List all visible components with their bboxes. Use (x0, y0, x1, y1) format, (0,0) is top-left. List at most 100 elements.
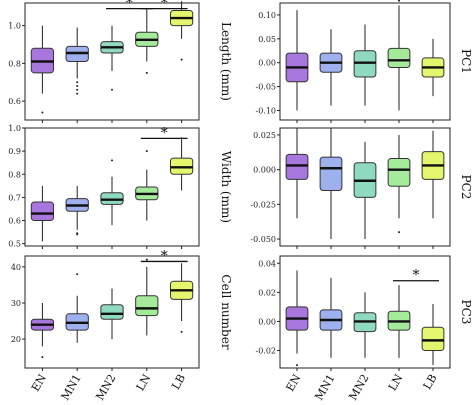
outlier-point (180, 330, 183, 333)
y-axis-label: Width (mm) (219, 151, 233, 223)
y-axis-ticks: 0.5 0.6 0.7 0.8 0.9 1.0 (8, 124, 25, 249)
y-tick-label: -0.050 (250, 235, 276, 244)
outlier-point (41, 111, 44, 114)
box-MN2 (353, 24, 377, 106)
y-tick-label: 40 (11, 263, 21, 272)
box-MN2 (100, 288, 124, 340)
y-tick-label: 0.6 (8, 97, 21, 106)
y-axis-ticks: 0.10 0.05 0.00 -0.05 -0.10 (255, 11, 280, 115)
box-LB (421, 38, 445, 97)
box-MN2 (353, 292, 377, 358)
outlier-point (398, 0, 400, 2)
panel-4: 0.10 0.05 0.00 -0.05 -0.10 PC1 (255, 0, 473, 123)
box-LB (169, 1, 194, 61)
significance-marker: * (393, 268, 439, 284)
y-tick-label: 0.000 (253, 166, 276, 175)
outlier-point (111, 88, 113, 91)
y-axis-ticks: 0.025 0.000 -0.025 -0.050 (250, 131, 280, 244)
significance-marker: * (106, 0, 153, 12)
box-EN (285, 128, 309, 219)
panel-6: 0.04 0.02 0.00 -0.02 * PC3 (255, 255, 473, 371)
significance-marker: * (140, 125, 188, 141)
y-axis-label: PC1 (459, 49, 473, 74)
outlier-point (76, 88, 79, 91)
box-LB (169, 263, 194, 333)
x-label-LN: LN (134, 372, 154, 393)
x-label-MN1: MN1 (59, 372, 84, 403)
box-body (387, 158, 411, 187)
y-tick-label: 0.025 (253, 131, 276, 140)
x-label-EN: EN (284, 372, 304, 394)
y-tick-label: 0.8 (8, 59, 21, 68)
outlier-point (76, 85, 79, 88)
outlier-point (145, 71, 148, 74)
y-tick-label: 0.04 (258, 259, 276, 268)
panel-3: 20 30 40 * Cell number (11, 248, 233, 371)
box-MN1 (65, 185, 89, 236)
significance-star: * (161, 0, 168, 12)
box-body (135, 295, 159, 317)
y-axis-label: PC2 (459, 175, 473, 200)
box-LN (387, 285, 411, 358)
box-LB (421, 130, 445, 219)
x-label-MN2: MN2 (93, 372, 118, 403)
box-LN (135, 8, 159, 74)
box-LN (387, 134, 411, 234)
x-label-EN: EN (29, 372, 49, 394)
x-label-MN1: MN1 (312, 372, 337, 403)
box-MN2 (100, 159, 124, 226)
y-axis-ticks: 20 30 40 (11, 263, 25, 344)
box-MN2 (353, 141, 377, 240)
x-axis-labels-left: EN MN1 MN2 LN LB (29, 372, 188, 403)
panel-1: 0.6 0.8 1.0 * * Length (mm) (8, 0, 233, 123)
y-tick-label: 20 (11, 335, 21, 344)
outlier-point (76, 81, 79, 84)
box-MN2 (100, 25, 124, 91)
box-MN1 (65, 273, 89, 343)
significance-star: * (161, 125, 168, 141)
significance-marker: * (140, 248, 188, 264)
box-LB (169, 137, 194, 191)
box-body (421, 326, 445, 352)
box-MN1 (65, 27, 89, 95)
y-tick-label: 0.05 (258, 35, 276, 44)
box-EN (30, 25, 55, 114)
y-tick-label: 0.7 (8, 193, 21, 202)
y-tick-label: 0.6 (8, 217, 21, 226)
x-axis-labels-right: EN MN1 MN2 LN LB (284, 372, 440, 403)
y-tick-label: 0.10 (258, 11, 276, 20)
box-EN (285, 270, 309, 367)
outlier-point (76, 233, 79, 236)
y-axis-label: Length (mm) (219, 22, 233, 101)
outlier-point (398, 231, 400, 234)
box-body (319, 156, 343, 191)
outlier-point (296, 364, 298, 367)
significance-star: * (413, 268, 420, 284)
significance-star: * (161, 248, 168, 264)
box-EN (30, 185, 55, 242)
significance-star: * (126, 0, 133, 12)
outlier-point (111, 159, 113, 162)
y-tick-label: 1.0 (8, 22, 21, 31)
outlier-point (145, 258, 148, 261)
box-LN (135, 258, 159, 336)
y-tick-label: 0.00 (258, 59, 276, 68)
box-body (387, 47, 411, 68)
x-label-MN2: MN2 (346, 372, 371, 403)
y-tick-label: 0.8 (8, 170, 21, 179)
y-tick-label: 30 (11, 299, 21, 308)
significance-marker: * (140, 0, 188, 12)
x-label-LB: LB (421, 372, 440, 392)
box-MN1 (319, 277, 343, 358)
box-EN (30, 302, 55, 359)
outlier-point (76, 273, 79, 276)
y-tick-label: -0.10 (255, 106, 276, 115)
box-body (285, 153, 309, 180)
box-LN (135, 150, 159, 221)
y-tick-label: 0.02 (258, 288, 276, 297)
x-label-LN: LN (386, 372, 406, 393)
y-tick-label: 1.0 (8, 124, 21, 133)
y-tick-label: 0.9 (8, 147, 21, 156)
panel-2: 0.5 0.6 0.7 0.8 0.9 1.0 * Width (mm) (8, 124, 233, 249)
